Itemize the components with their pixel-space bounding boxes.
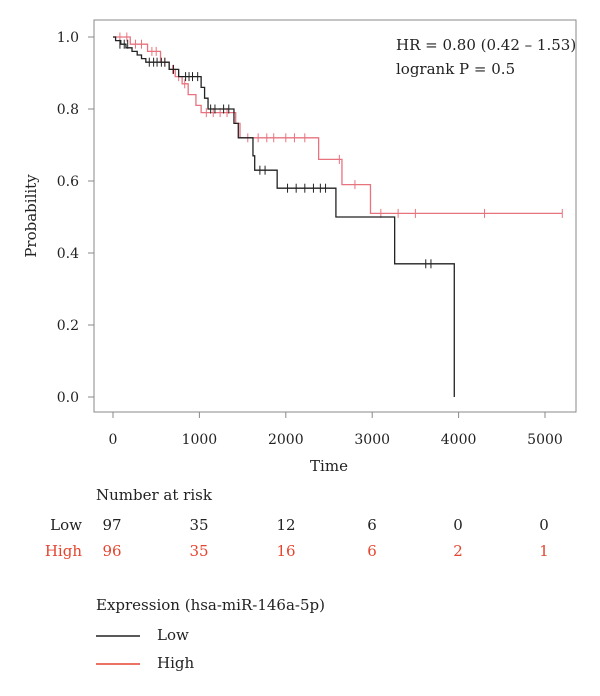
y-tick-label-2: 0.4 — [57, 246, 79, 262]
x-axis-label: Time — [310, 457, 348, 475]
risk-cell-high-4: 2 — [453, 542, 463, 560]
x-tick-label-1: 1000 — [182, 432, 218, 448]
survival-curve-low — [113, 36, 455, 397]
series-layer — [113, 32, 563, 397]
y-tick-label-1: 0.2 — [57, 318, 79, 334]
y-tick-label-0: 0.0 — [57, 390, 79, 406]
axes-layer: 0 1000 2000 3000 4000 5000 0.0 0.2 0.4 0.6 0.8 1.0 — [57, 30, 563, 448]
x-tick-label-0: 0 — [109, 432, 118, 448]
risk-cell-high-1: 35 — [189, 542, 208, 560]
risk-cell-high-0: 96 — [102, 542, 121, 560]
risk-row-label-low: Low — [50, 516, 82, 534]
risk-cell-low-3: 6 — [367, 516, 377, 534]
risk-cell-high-2: 16 — [276, 542, 295, 560]
y-tick-label-3: 0.6 — [57, 174, 79, 190]
y-tick-label-4: 0.8 — [57, 102, 79, 118]
x-tick-label-2: 2000 — [268, 432, 304, 448]
x-tick-label-3: 3000 — [354, 432, 390, 448]
legend-label-high: High — [157, 654, 194, 672]
y-tick-label-5: 1.0 — [57, 30, 79, 46]
risk-cell-low-1: 35 — [189, 516, 208, 534]
risk-row-label-high: High — [45, 542, 82, 560]
x-tick-label-5: 5000 — [527, 432, 563, 448]
plot-frame — [93, 19, 577, 413]
legend-label-low: Low — [157, 626, 189, 644]
risk-cell-low-5: 0 — [539, 516, 549, 534]
risk-cell-high-3: 6 — [367, 542, 377, 560]
risk-cell-low-2: 12 — [276, 516, 295, 534]
hazard-ratio-annotation: HR = 0.80 (0.42 – 1.53) — [396, 36, 576, 54]
logrank-annotation: logrank P = 0.5 — [396, 60, 515, 78]
x-tick-label-4: 4000 — [441, 432, 477, 448]
risk-table-title: Number at risk — [96, 486, 213, 504]
y-axis-label: Probability — [22, 174, 40, 258]
legend-title: Expression (hsa-miR-146a-5p) — [96, 596, 325, 614]
survival-curve-high — [113, 36, 563, 215]
risk-cell-low-4: 0 — [453, 516, 463, 534]
risk-cell-low-0: 97 — [102, 516, 121, 534]
risk-cell-high-5: 1 — [539, 542, 549, 560]
